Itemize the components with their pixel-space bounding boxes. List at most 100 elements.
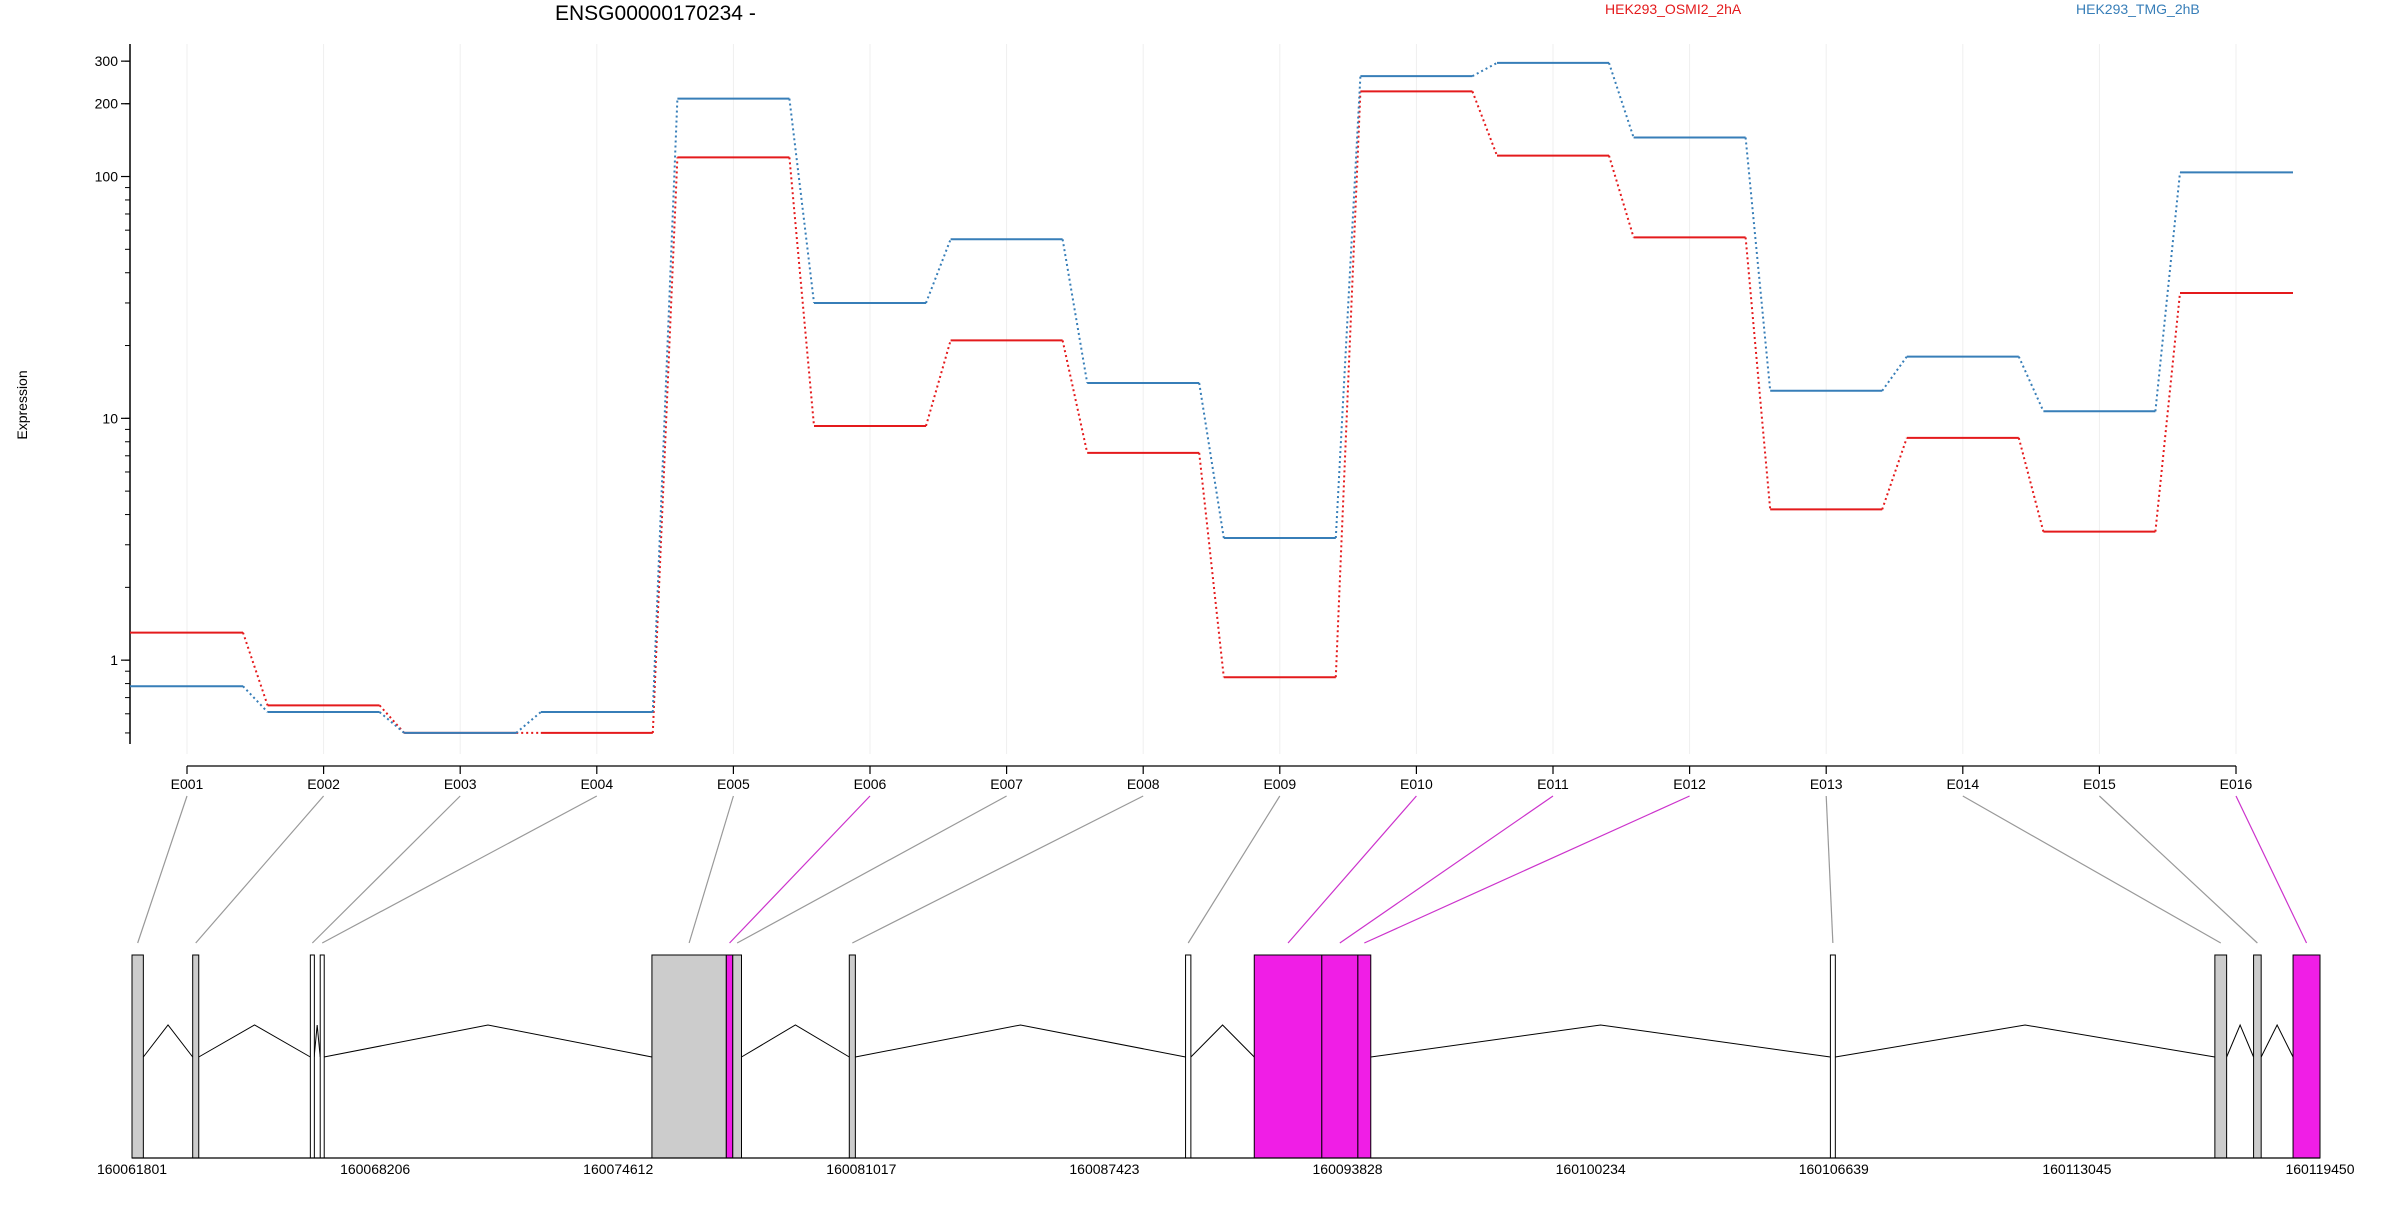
genome-coordinate-label: 160113045 [2042,1161,2111,1177]
y-tick-label-10: 10 [102,410,118,426]
exon-box-e005 [651,954,727,1159]
x-tick-label-e007: E007 [990,776,1023,792]
series-tmg-connector-3 [515,711,542,734]
series-tmg-connector-14 [2017,356,2045,412]
series-tmg-connector-8 [1198,382,1225,539]
exon-link-e015 [2098,795,2258,944]
legend-series-tmg: HEK293_TMG_2hB [2076,1,2200,17]
exon-link-e006 [729,795,871,944]
intron-13 [1835,1024,2215,1058]
intron-7 [741,1024,850,1058]
exon-link-e001 [137,795,188,944]
series-tmg-connector-13 [1881,356,1908,392]
intron-15 [2260,1023,2294,1058]
exon-box-e006 [725,954,734,1159]
genome-coordinate-label: 160093828 [1313,1161,1383,1177]
x-tick-label-e009: E009 [1263,776,1296,792]
intron-3 [313,1024,321,1058]
x-tick-label-e008: E008 [1127,776,1160,792]
exon-link-e005 [688,795,734,944]
series-osmi2-connector-12 [1744,237,1772,510]
series-tmg-connector-6 [925,238,952,304]
exon-box-e001 [131,954,144,1159]
genome-coordinate-label: 160068206 [340,1161,410,1177]
exon-box-e014 [2214,954,2228,1159]
exon-box-e007 [732,954,743,1159]
x-tick-label-e016: E016 [2220,776,2253,792]
exon-link-e011 [1339,795,1554,944]
series-tmg-connector-10 [1471,62,1498,78]
x-tick-label-e006: E006 [854,776,887,792]
series-osmi2-connector-1 [242,632,269,706]
intron-2 [198,1024,311,1058]
exon-box-e009 [1185,954,1192,1159]
series-osmi2-connector-6 [925,340,952,427]
genome-coordinate-label: 160100234 [1556,1161,1626,1177]
series-osmi2-connector-15 [2154,292,2181,532]
intron-1 [142,1024,194,1058]
x-tick-label-e003: E003 [444,776,477,792]
exon-box-e012 [1357,954,1372,1159]
intron-12 [1370,1024,1831,1058]
intron-14 [2226,1023,2255,1058]
x-tick-label-e010: E010 [1400,776,1433,792]
exon-box-e016 [2292,954,2321,1159]
exon-link-e003 [311,795,461,944]
exon-link-e016 [2235,795,2308,944]
series-tmg-connector-4 [651,98,679,713]
genome-coordinate-label: 160074612 [583,1161,653,1177]
x-tick-label-e014: E014 [1946,776,1979,792]
y-tick-label-100: 100 [95,169,119,185]
series-osmi2-connector-4 [651,157,679,733]
genome-coordinate-label: 160087423 [1069,1161,1139,1177]
series-tmg-connector-9 [1334,76,1362,539]
exon-box-e002 [192,954,200,1159]
intron-4 [323,1024,653,1058]
exon-box-e010 [1253,954,1323,1159]
exon-link-e014 [1962,795,2222,944]
series-osmi2-connector-10 [1471,90,1498,156]
series-tmg-connector-5 [788,98,815,304]
x-tick-label-e012: E012 [1673,776,1706,792]
series-osmi2-connector-5 [788,157,815,427]
intron-8 [855,1024,1186,1058]
exon-box-e011 [1321,954,1359,1159]
exon-box-e008 [848,954,856,1159]
exon-link-e010 [1287,795,1417,944]
y-tick-label-1: 1 [110,652,118,668]
exon-link-e007 [736,795,1007,944]
genome-coordinate-label: 160081017 [826,1161,896,1177]
exon-link-e002 [195,795,325,944]
exon-link-e009 [1187,795,1281,944]
legend-series-osmi2: HEK293_OSMI2_2hA [1605,1,1742,17]
exon-box-e013 [1829,954,1836,1159]
x-tick-label-e005: E005 [717,776,750,792]
series-tmg-connector-7 [1061,239,1089,384]
series-tmg-connector-12 [1744,137,1772,391]
y-axis-label: Expression [14,370,30,439]
genome-coordinate-label: 160106639 [1799,1161,1869,1177]
series-tmg-connector-2 [378,711,405,734]
intron-9 [1190,1024,1255,1058]
x-tick-label-e015: E015 [2083,776,2116,792]
series-osmi2-connector-13 [1881,437,1908,510]
genome-coordinate-label: 160119450 [2285,1161,2354,1177]
x-tick-label-e001: E001 [171,776,204,792]
series-osmi2-connector-11 [1608,155,1635,238]
genome-coordinate-label: 160061801 [97,1161,167,1177]
series-osmi2-connector-9 [1334,91,1362,678]
series-tmg-connector-15 [2154,172,2181,412]
exon-box-e004 [319,954,325,1159]
exon-link-e013 [1825,795,1834,944]
x-tick-label-e011: E011 [1537,776,1569,792]
exon-link-e008 [852,795,1144,944]
series-osmi2-connector-14 [2017,437,2045,532]
x-tick-label-e013: E013 [1810,776,1843,792]
series-tmg-connector-11 [1608,62,1635,138]
series-osmi2-connector-7 [1061,340,1089,454]
y-tick-label-200: 200 [95,96,119,112]
exon-box-e003 [309,954,315,1159]
series-tmg-connector-1 [242,685,269,713]
